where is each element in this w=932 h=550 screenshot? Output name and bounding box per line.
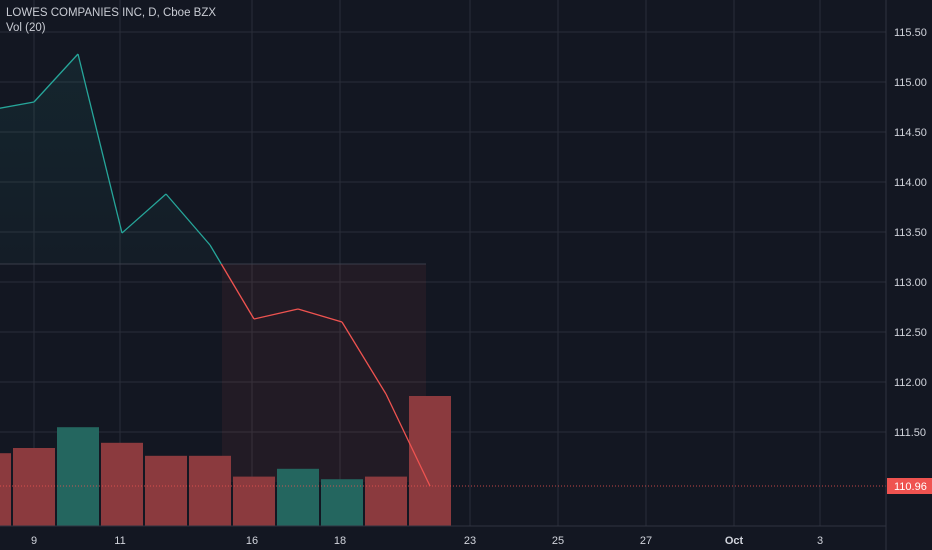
price-tick-label: 113.50 xyxy=(894,227,927,239)
volume-indicator-label[interactable]: Vol (20) xyxy=(6,22,46,34)
volume-bar xyxy=(277,468,319,526)
volume-bars xyxy=(0,396,451,526)
price-line-segment xyxy=(385,393,431,487)
price-line-segment xyxy=(341,321,387,395)
volume-bar xyxy=(101,442,143,526)
time-tick-label: 18 xyxy=(334,535,346,547)
last-price-badge xyxy=(887,478,932,494)
price-line-segment xyxy=(33,53,79,103)
volume-bar xyxy=(365,476,407,526)
price-tick-label: 112.00 xyxy=(894,377,927,389)
time-tick-label: Oct xyxy=(725,535,744,547)
time-tick-label: 9 xyxy=(31,535,37,547)
price-axis[interactable]: 111.50 112.00 112.50 113.00 113.50 114.00 114.… xyxy=(885,0,932,550)
price-tick-label: 115.00 xyxy=(894,77,927,89)
price-tick-label: 115.50 xyxy=(894,27,927,39)
price-line-segment xyxy=(121,193,167,234)
volume-bar xyxy=(409,396,451,526)
chart-legend: LOWES COMPANIES INC, D, Cboe BZX Vol (20… xyxy=(6,6,216,36)
time-tick-label: 25 xyxy=(552,535,564,547)
price-line-segment xyxy=(77,53,123,234)
price-line-segment xyxy=(253,308,299,320)
volume-bar xyxy=(57,427,99,526)
price-line-segment xyxy=(0,101,35,109)
price-tick-label: 114.00 xyxy=(894,177,927,189)
price-area-fill xyxy=(0,54,426,482)
volume-bar xyxy=(189,455,231,526)
price-line-segment xyxy=(165,193,211,246)
volume-bar xyxy=(145,455,187,526)
down-area-fill xyxy=(222,264,426,482)
volume-bar xyxy=(0,453,11,526)
symbol-title[interactable]: LOWES COMPANIES INC, D, Cboe BZX xyxy=(6,7,217,19)
price-tick-label: 113.00 xyxy=(894,277,927,289)
price-line-segment xyxy=(209,244,222,265)
time-tick-label: 16 xyxy=(246,535,258,547)
price-tick-label: 112.50 xyxy=(894,327,927,339)
time-tick-label: 11 xyxy=(114,535,125,547)
volume-bar xyxy=(233,476,275,526)
time-tick-label: 27 xyxy=(640,535,652,547)
time-tick-label: 3 xyxy=(817,535,823,547)
time-tick-label: 23 xyxy=(464,535,476,547)
price-line-segment xyxy=(297,308,343,323)
price-line-segment xyxy=(220,263,255,320)
time-axis[interactable]: 9 11 16 18 23 25 27 Oct 3 xyxy=(0,525,886,547)
last-price-label: 110.96 xyxy=(894,481,927,493)
price-tick-label: 114.50 xyxy=(894,127,927,139)
price-tick-label: 111.50 xyxy=(894,427,926,439)
volume-bar xyxy=(321,479,363,526)
price-line xyxy=(0,53,886,487)
volume-bar xyxy=(13,448,55,526)
up-area-fill xyxy=(0,54,222,264)
